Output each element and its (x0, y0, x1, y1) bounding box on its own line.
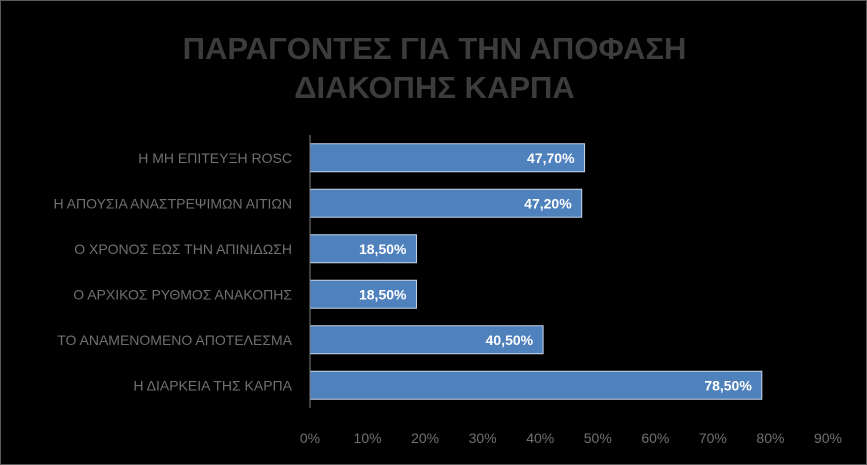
bar (309, 279, 417, 309)
category-label: Η ΔΙΑΡΚΕΙΑ ΤΗΣ ΚΑΡΠΑ (133, 377, 292, 393)
category-label: Ο ΑΡΧΙΚΟΣ ΡΥΘΜΟΣ ΑΝΑΚΟΠΗΣ (73, 286, 292, 302)
x-tick-label: 30% (469, 430, 497, 446)
bar (309, 325, 544, 355)
bars-group (309, 143, 763, 400)
chart-title-line-1: ΠΑΡΑΓΟΝΤΕΣ ΓΙΑ ΤΗΝ ΑΠΟΦΑΣΗ (182, 31, 687, 66)
data-label: 40,50% (486, 332, 534, 348)
data-label: 78,50% (704, 377, 752, 393)
data-label: 18,50% (359, 241, 407, 257)
x-tick-label: 0% (300, 430, 320, 446)
bar (309, 188, 583, 218)
chart-title-line-2: ΔΙΑΚΟΠΗΣ ΚΑΡΠΑ (294, 70, 575, 105)
x-tick-label: 50% (584, 430, 612, 446)
data-labels-group: 47,70% 47,20% 18,50% 18,50% 40,50% 78,50% (359, 150, 752, 394)
x-tick-label: 60% (641, 430, 669, 446)
x-tick-label: 70% (699, 430, 727, 446)
x-tick-label: 40% (526, 430, 554, 446)
category-label: ΤΟ ΑΝΑΜΕΝΟΜΕΝΟ ΑΠΟΤΕΛΕΣΜΑ (57, 332, 292, 348)
x-tick-label: 90% (814, 430, 842, 446)
x-tick-label: 80% (756, 430, 784, 446)
x-tick-label: 10% (354, 430, 382, 446)
category-label: Η ΑΠΟΥΣΙΑ ΑΝΑΣΤΡΕΨΙΜΩΝ ΑΙΤΙΩΝ (53, 195, 292, 211)
category-label: Η ΜΗ ΕΠΙΤΕΥΞΗ ROSC (138, 150, 292, 166)
category-label: Ο ΧΡΟΝΟΣ ΕΩΣ ΤΗΝ ΑΠΙΝΙΔΩΣΗ (74, 241, 292, 257)
bar (309, 234, 417, 264)
x-axis-ticks-group: 0% 10% 20% 30% 40% 50% 60% 70% 80% 90% (300, 430, 842, 446)
x-tick-label: 20% (411, 430, 439, 446)
data-label: 47,20% (524, 195, 572, 211)
data-label: 18,50% (359, 286, 407, 302)
bar (309, 370, 763, 400)
category-labels-group: Η ΜΗ ΕΠΙΤΕΥΞΗ ROSC Η ΑΠΟΥΣΙΑ ΑΝΑΣΤΡΕΨΙΜΩΝ… (53, 150, 292, 394)
data-label: 47,70% (527, 150, 575, 166)
